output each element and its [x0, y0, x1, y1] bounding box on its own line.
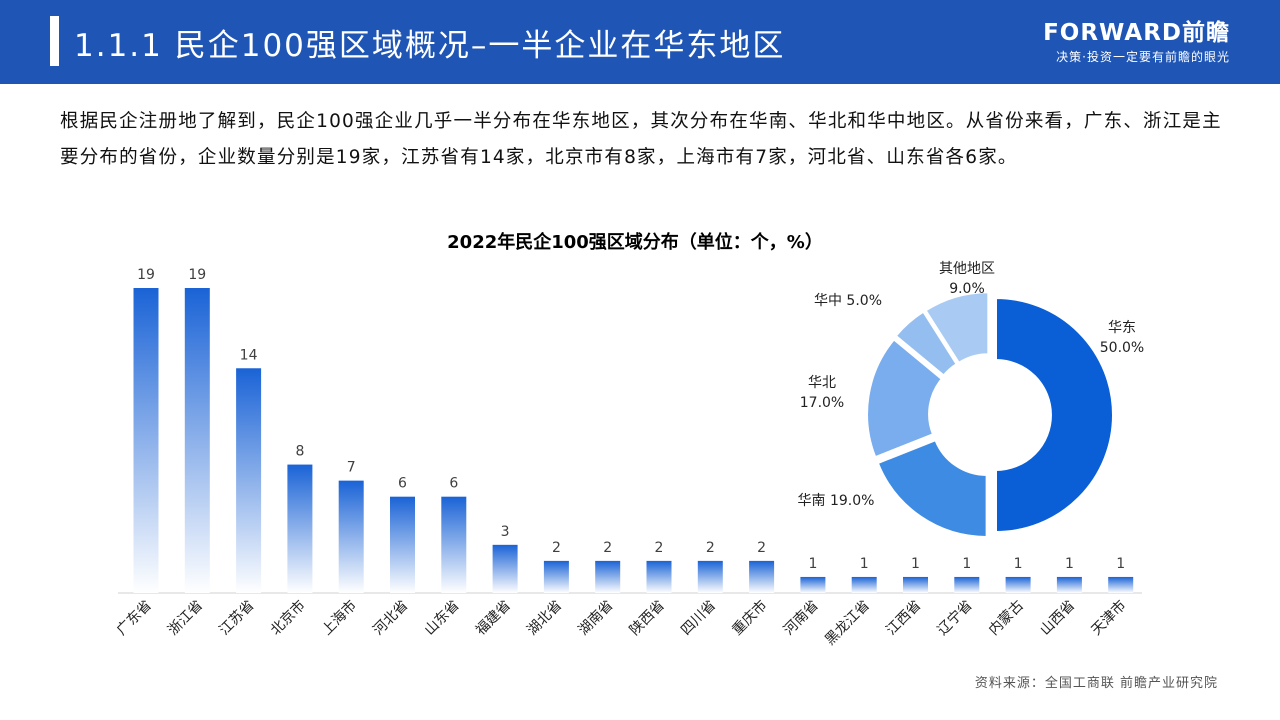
donut-slice	[876, 438, 988, 538]
bar-value-label: 19	[137, 267, 155, 283]
bar-value-label: 1	[808, 556, 817, 572]
slice-value-label: 50.0%	[1100, 340, 1144, 356]
brand-logo: FORWARD前瞻	[1043, 20, 1230, 46]
bar-value-label: 7	[347, 460, 356, 476]
bar	[646, 560, 672, 593]
category-label: 河南省	[781, 598, 822, 639]
bar	[903, 576, 928, 593]
category-label: 上海市	[318, 597, 360, 639]
donut-chart: 华东 50.0% 华南 19.0% 华北 17.0% 华中 5.0% 其他地区 9.0%	[798, 261, 1144, 538]
bar	[1108, 576, 1134, 593]
intro-paragraph: 根据民企注册地了解到，民企100强企业几乎一半分布在华东地区，其次分布在华南、华…	[60, 111, 1222, 168]
bar-value-label: 1	[1065, 556, 1074, 572]
bar	[236, 368, 262, 593]
bar-value-label: 2	[552, 540, 561, 556]
bar	[338, 480, 364, 593]
category-label: 山西省	[1037, 598, 1078, 639]
category-label: 辽宁省	[934, 597, 976, 639]
category-label: 陕西省	[627, 598, 668, 639]
slice-label: 华南 19.0%	[798, 493, 875, 509]
category-label: 浙江省	[165, 598, 206, 639]
donut-slice	[866, 338, 944, 459]
category-label: 广东省	[114, 598, 155, 639]
bar-value-label: 6	[398, 476, 407, 492]
bar-value-label: 1	[911, 556, 920, 572]
bar	[287, 464, 313, 593]
bar	[441, 496, 467, 593]
bar	[800, 576, 826, 593]
category-label: 湖北省	[524, 598, 565, 639]
slice-label: 华东	[1108, 320, 1136, 336]
donut-slice	[924, 291, 990, 365]
bar	[851, 576, 877, 593]
source-note: 资料来源：全国工商联 前瞻产业研究院	[974, 676, 1218, 691]
bar-value-label: 2	[706, 540, 715, 556]
brand-tagline: 决策·投资一定要有前瞻的眼光	[1056, 50, 1230, 64]
bar	[184, 288, 210, 593]
category-label: 江苏省	[216, 598, 257, 639]
bar-value-label: 1	[962, 556, 971, 572]
category-label: 重庆市	[729, 597, 771, 639]
category-label: 湖南省	[576, 598, 617, 639]
chart-title: 2022年民企100强区域分布（单位：个，%）	[447, 232, 823, 253]
bar	[543, 560, 569, 593]
bar	[749, 560, 775, 593]
bar	[492, 544, 518, 593]
bar	[697, 560, 723, 593]
category-label: 黑龙江省	[822, 598, 873, 649]
category-label: 山东省	[422, 598, 463, 639]
bar-value-label: 2	[757, 540, 766, 556]
bar	[954, 576, 980, 593]
bar-value-label: 14	[240, 347, 258, 363]
bar-value-label: 8	[295, 444, 304, 460]
donut-slice	[995, 296, 1114, 534]
category-label: 天津市	[1088, 597, 1130, 639]
header-band: 1.1.1 民企100强区域概况–一半企业在华东地区 FORWARD前瞻 决策·…	[0, 0, 1280, 84]
bar-value-label: 1	[1014, 556, 1023, 572]
bar-value-label: 3	[501, 524, 510, 540]
category-label: 福建省	[473, 598, 514, 639]
bar	[390, 496, 415, 593]
category-label: 河北省	[370, 598, 411, 639]
bar-value-label: 19	[188, 267, 206, 283]
bar	[595, 560, 621, 593]
category-label: 江西省	[883, 598, 924, 639]
category-label: 四川省	[678, 598, 719, 639]
slice-label: 其他地区	[939, 261, 995, 277]
bar-value-label: 1	[860, 556, 869, 572]
bar	[1056, 576, 1082, 593]
bar-value-label: 2	[655, 540, 664, 556]
bar-value-label: 2	[603, 540, 612, 556]
page-title: 1.1.1 民企100强区域概况–一半企业在华东地区	[74, 28, 786, 64]
slice-value-label: 17.0%	[800, 395, 844, 411]
slice-label: 华中 5.0%	[814, 293, 882, 309]
header-accent-bar	[50, 16, 59, 66]
bar	[133, 288, 159, 593]
category-label: 内蒙古	[986, 598, 1027, 639]
bar-value-label: 1	[1116, 556, 1125, 572]
slice-label: 华北	[808, 375, 836, 391]
bar	[1005, 576, 1031, 593]
donut-slice	[894, 310, 958, 377]
category-label: 北京市	[267, 597, 309, 639]
brand: FORWARD前瞻 决策·投资一定要有前瞻的眼光	[1043, 20, 1230, 65]
bar-value-label: 6	[449, 476, 458, 492]
slice-value-label: 9.0%	[949, 281, 985, 297]
